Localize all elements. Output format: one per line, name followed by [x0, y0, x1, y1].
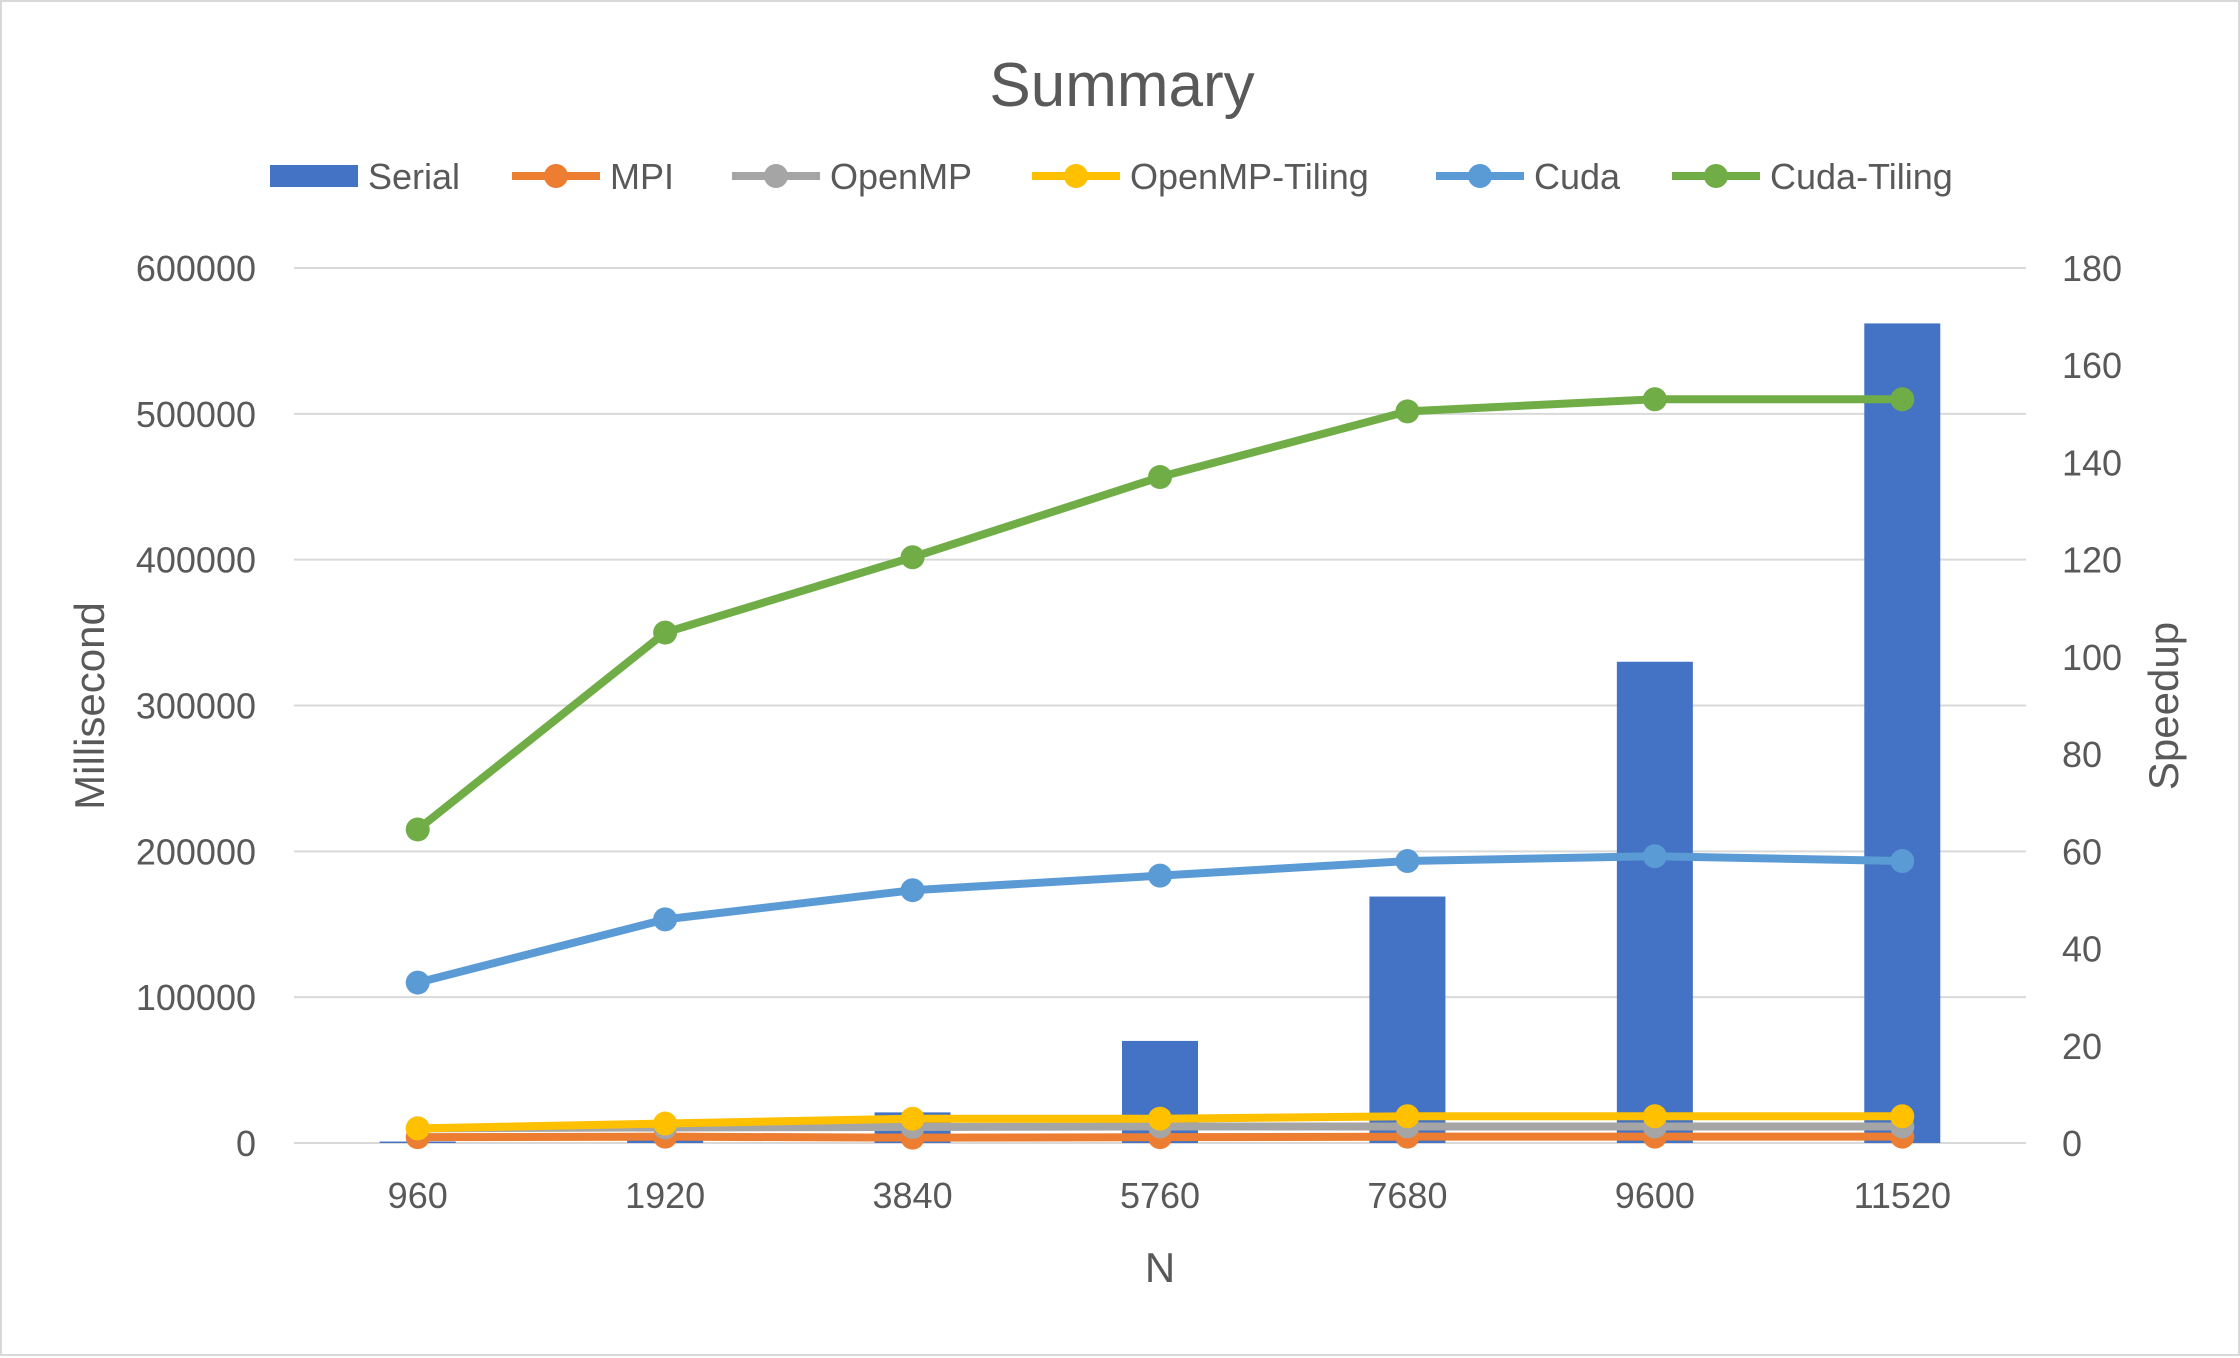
x-tick-label: 1920 [625, 1175, 705, 1216]
legend-marker-mpi [544, 164, 568, 188]
x-tick-label: 7680 [1367, 1175, 1447, 1216]
y2-tick-label: 120 [2062, 540, 2122, 581]
y2-tick-label: 100 [2062, 637, 2122, 678]
legend-label-openmp-tiling: OpenMP-Tiling [1130, 156, 1369, 197]
line-layer [405, 387, 1915, 1150]
x-axis-title: N [1145, 1244, 1175, 1291]
point-cuda [1148, 863, 1172, 888]
point-openmp-tiling [1890, 1104, 1915, 1129]
x-tick-label: 960 [388, 1175, 448, 1216]
point-openmp-tiling [1642, 1104, 1667, 1129]
legend-label-mpi: MPI [610, 156, 674, 197]
y2-tick-label: 60 [2062, 831, 2102, 872]
grid-layer [294, 267, 2026, 1144]
y2-tick-label: 0 [2062, 1123, 2082, 1164]
bar-layer [379, 323, 1941, 1144]
point-openmp-tiling [1395, 1104, 1420, 1129]
legend-marker-openmp [764, 164, 788, 188]
y-tick-label: 100000 [136, 977, 256, 1018]
point-cuda-tiling [653, 620, 678, 645]
legend-marker-openmp-tiling [1064, 164, 1088, 188]
point-cuda-tiling [900, 545, 925, 570]
legend: Serial MPI OpenMP OpenMP-Tiling Cuda Cuda-Til… [270, 156, 1953, 197]
point-cuda [653, 907, 678, 932]
x-tick-label: 5760 [1120, 1175, 1200, 1216]
point-cuda [1642, 844, 1667, 869]
y2-tick-label: 40 [2062, 929, 2102, 970]
y-tick-label: 400000 [136, 540, 256, 581]
legend-marker-cuda [1468, 164, 1492, 188]
axis-layer: 0 100000 200000 300000 400000 500000 600000 0 20… [136, 248, 2122, 1216]
legend-label-cuda: Cuda [1534, 156, 1621, 197]
chart-title: Summary [989, 51, 1254, 120]
y-tick-label: 200000 [136, 831, 256, 872]
legend-label-cuda-tiling: Cuda-Tiling [1770, 156, 1953, 197]
bar-serial [1616, 661, 1693, 1143]
y2-axis-title: Speedup [2140, 622, 2187, 790]
point-cuda-tiling [1642, 387, 1667, 412]
y2-tick-label: 180 [2062, 248, 2122, 289]
point-cuda-tiling [405, 817, 430, 842]
y-tick-label: 300000 [136, 686, 256, 727]
point-openmp-tiling [900, 1106, 925, 1131]
point-openmp-tiling [1148, 1106, 1172, 1131]
point-cuda [1890, 849, 1915, 874]
x-tick-label: 9600 [1615, 1175, 1695, 1216]
y2-tick-label: 160 [2062, 345, 2122, 386]
y-axis-title: Millisecond [66, 602, 113, 810]
point-cuda-tiling [1148, 465, 1172, 490]
legend-marker-cuda-tiling [1704, 164, 1728, 188]
y2-tick-label: 140 [2062, 442, 2122, 483]
bar-serial [1864, 323, 1941, 1144]
legend-label-openmp: OpenMP [830, 156, 972, 197]
x-tick-label: 11520 [1854, 1175, 1951, 1216]
point-cuda [405, 970, 430, 995]
y-tick-label: 0 [236, 1123, 256, 1164]
bar-serial [1369, 896, 1446, 1143]
point-cuda [900, 878, 925, 903]
legend-swatch-serial [270, 165, 358, 187]
point-openmp-tiling [405, 1116, 430, 1141]
point-cuda-tiling [1890, 387, 1915, 412]
x-tick-label: 3840 [873, 1175, 953, 1216]
point-cuda-tiling [1395, 399, 1420, 424]
y2-tick-label: 20 [2062, 1026, 2102, 1067]
y-tick-label: 600000 [136, 248, 256, 289]
legend-label-serial: Serial [368, 156, 460, 197]
point-openmp-tiling [653, 1111, 678, 1136]
y2-tick-label: 80 [2062, 734, 2102, 775]
point-cuda [1395, 849, 1420, 874]
y-tick-label: 500000 [136, 394, 256, 435]
